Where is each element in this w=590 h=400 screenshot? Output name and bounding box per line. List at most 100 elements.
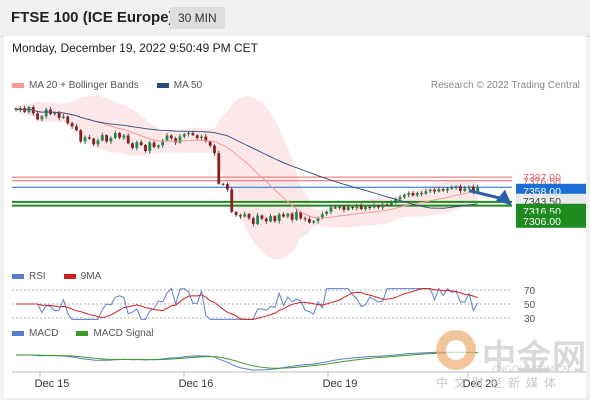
candle: [303, 216, 307, 222]
candle-body: [454, 186, 458, 188]
candle: [161, 138, 165, 148]
candle-body: [53, 112, 57, 115]
candle: [355, 203, 359, 211]
ma50-line: [15, 108, 478, 209]
candle: [372, 203, 376, 209]
candle: [394, 197, 398, 204]
candle: [62, 114, 65, 119]
candle-body: [260, 215, 264, 219]
candle: [420, 191, 423, 197]
candle: [450, 185, 454, 190]
candle-body: [148, 142, 152, 152]
candle: [428, 188, 432, 193]
legend-item-macd: MACD: [12, 328, 58, 339]
candle: [260, 214, 264, 221]
candle-body: [213, 145, 216, 154]
candle: [312, 220, 316, 225]
price-pane: 7387.007376.507358.007343.507316.507306.…: [12, 95, 586, 260]
macd-legend: MACD MACD Signal: [12, 328, 171, 339]
candle: [411, 190, 415, 197]
candle: [346, 204, 350, 211]
title-bar: FTSE 100 (ICE Europe) 30 MIN: [0, 0, 590, 37]
candle-body: [144, 145, 147, 152]
candle: [269, 213, 272, 223]
candle-body: [83, 137, 87, 142]
candle: [381, 202, 385, 210]
candle-body: [351, 207, 354, 209]
candle: [463, 185, 467, 192]
candle-body: [359, 205, 363, 210]
candle-body: [446, 188, 449, 191]
candle-body: [295, 211, 298, 220]
candle-body: [87, 137, 91, 139]
candle-body: [131, 143, 134, 148]
candle-body: [312, 221, 316, 223]
candle-body: [346, 207, 350, 210]
candle: [178, 134, 182, 144]
candle: [87, 134, 91, 140]
candle: [459, 184, 462, 194]
candle-body: [208, 141, 212, 146]
candle-body: [62, 116, 65, 118]
candle: [234, 210, 238, 217]
candle-body: [169, 135, 173, 139]
candle-body: [364, 207, 367, 210]
candle-body: [338, 206, 342, 209]
legend-label: MA 20 + Bollinger Bands: [29, 80, 139, 91]
candle: [277, 212, 281, 224]
price-label-box: [516, 213, 586, 228]
watermark-logo-inner: [446, 340, 466, 360]
candle: [126, 133, 130, 145]
candle: [66, 115, 70, 125]
candle-body: [407, 192, 411, 195]
candle: [122, 133, 126, 141]
candle-body: [264, 218, 268, 222]
candle: [217, 150, 221, 185]
candle-body: [226, 184, 229, 190]
candle-body: [118, 133, 121, 138]
candle: [187, 131, 190, 137]
candle-body: [230, 189, 234, 212]
legend-item-9ma: 9MA: [63, 271, 101, 282]
candle-body: [182, 134, 186, 137]
candle-body: [290, 213, 294, 220]
rsi-tick-label: 30: [524, 314, 536, 325]
candle-body: [402, 194, 406, 198]
candle: [200, 134, 203, 141]
candle: [79, 129, 83, 144]
candle-body: [178, 136, 182, 143]
candle-body: [187, 133, 190, 135]
candle: [359, 203, 363, 211]
candle: [446, 186, 449, 193]
candle: [148, 140, 152, 154]
candle: [83, 135, 87, 144]
candle-body: [139, 142, 143, 146]
x-tick-label: Dec 20: [463, 378, 498, 390]
candle-body: [36, 113, 39, 120]
candle-body: [269, 216, 272, 222]
candle: [286, 212, 290, 219]
candle: [113, 130, 117, 140]
candle: [338, 205, 342, 210]
candle-body: [204, 136, 208, 142]
candle-body: [282, 214, 285, 217]
candle: [264, 216, 268, 224]
legend-label: MA 50: [173, 80, 203, 91]
candle: [333, 204, 337, 210]
candle: [230, 186, 234, 214]
candle: [389, 200, 393, 207]
candle-body: [329, 207, 333, 212]
candle: [139, 139, 143, 147]
candle-body: [411, 192, 415, 196]
candle-body: [152, 142, 156, 148]
candle: [364, 205, 367, 211]
candle: [273, 215, 277, 223]
candle: [377, 204, 380, 210]
timeframe-badge[interactable]: 30 MIN: [170, 7, 225, 29]
price-label-text: 7387.00: [523, 172, 561, 184]
candle: [351, 205, 354, 210]
candle-body: [476, 187, 480, 192]
candle: [368, 205, 372, 210]
candle: [295, 209, 298, 221]
candle-body: [92, 138, 96, 145]
